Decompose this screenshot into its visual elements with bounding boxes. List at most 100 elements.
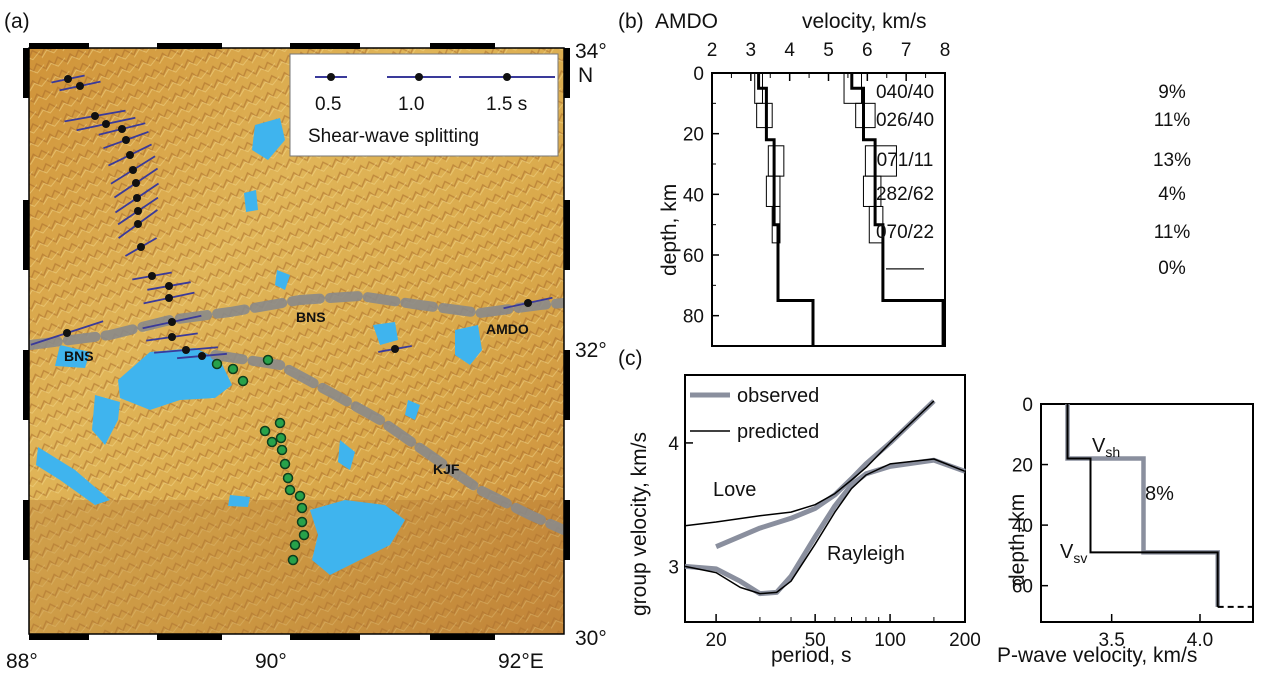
legend-title: Shear-wave splitting: [308, 126, 479, 147]
profile-anisotropy: 8%: [1145, 483, 1174, 505]
dispersion-legend: observed predicted: [690, 385, 819, 443]
splitting-legend: 0.5 1.0 1.5 s Shear-wave splitting: [290, 54, 558, 156]
station-marker: [118, 125, 126, 133]
station-marker: [148, 272, 156, 280]
layer-orientation: 040/40: [876, 82, 934, 103]
x-tick-label: 6: [862, 40, 873, 61]
green-station: [268, 438, 277, 447]
bns-label-left: BNS: [64, 348, 94, 364]
layer-anisotropy: 11%: [1154, 110, 1191, 131]
layer-anisotropy: 9%: [1158, 82, 1186, 103]
green-station: [229, 365, 238, 374]
green-station: [289, 556, 298, 565]
x-tick-label: 8: [940, 40, 951, 61]
station-marker: [168, 318, 176, 326]
y-tick-label: 4: [668, 434, 679, 455]
legend-observed: observed: [737, 385, 819, 407]
profile-ticks: 3.5 4.0 0 20 40 60: [1012, 395, 1213, 651]
layer-range-box: [768, 146, 784, 176]
station-marker: [133, 194, 141, 202]
station-marker: [137, 243, 145, 251]
kjf-label: KJF: [433, 461, 460, 477]
panel-b-label: (b): [618, 10, 644, 33]
layer-anisotropy: 11%: [1154, 222, 1191, 243]
panel-c-dispersion: (c) group velocity, km/s period, s 20 50 1…: [618, 347, 981, 667]
station-marker: [91, 112, 99, 120]
panel-b-layer-labels: 040/40026/40071/11282/62070/22——9%11%13%…: [876, 82, 1191, 279]
green-station: [300, 531, 309, 540]
y-tick-label: 40: [683, 185, 704, 206]
y-tick-label: 3: [668, 557, 679, 578]
station-marker: [182, 346, 190, 354]
panel-c-profile: depth, km P-wave velocity, km/s 3.5 4.0 0 2…: [997, 395, 1253, 667]
y-tick-label: 80: [683, 307, 704, 328]
x-tick-label: 7: [901, 40, 912, 61]
panel-c-label: (c): [618, 347, 643, 370]
station-marker: [102, 120, 110, 128]
velocity-profile-0: [759, 73, 813, 346]
panel-a: (a): [4, 10, 607, 673]
layer-anisotropy: 4%: [1158, 184, 1186, 205]
green-station: [261, 427, 270, 436]
profile-frame: [1041, 404, 1253, 622]
dispersion-ticks: 20 50 100 20034: [668, 434, 980, 651]
green-station: [264, 356, 273, 365]
station-marker: [165, 282, 173, 290]
station-marker: [122, 136, 130, 144]
green-station: [281, 460, 290, 469]
station-marker: [168, 333, 176, 341]
y-tick-label: 20: [1012, 456, 1033, 477]
y-tick-label: 0: [693, 64, 704, 85]
station-marker: [524, 299, 532, 307]
station-marker: [134, 220, 142, 228]
layer-orientation: 071/11: [877, 150, 934, 171]
green-station: [278, 446, 287, 455]
station-marker: [134, 207, 142, 215]
lon-92: 92°E: [498, 650, 544, 673]
y-tick-label: 40: [1012, 516, 1033, 537]
station-marker: [132, 179, 140, 187]
layer-range-box: [856, 103, 875, 127]
layer-orientation: 026/40: [876, 110, 934, 131]
panel-b-ylabel: depth, km: [658, 184, 681, 276]
y-tick-label: 60: [683, 246, 704, 267]
dispersion-ylabel: group velocity, km/s: [628, 432, 651, 616]
station-name: AMDO: [655, 10, 718, 33]
panel-b-xlabel: velocity, km/s: [802, 10, 926, 33]
love-label: Love: [713, 479, 756, 501]
station-marker: [76, 82, 84, 90]
layer-orientation: 282/62: [876, 184, 934, 205]
green-station: [276, 419, 285, 428]
green-station: [284, 474, 293, 483]
vsv-label: Vsv: [1060, 541, 1087, 566]
lat-n: N: [578, 64, 593, 87]
lat-34: 34°: [575, 40, 607, 63]
panel-a-label: (a): [4, 10, 30, 33]
x-tick-label: 5: [823, 40, 834, 61]
layer-orientation: 070/22: [876, 222, 934, 243]
x-tick-label: 3.5: [1098, 630, 1124, 651]
panel-b: (b) AMDO velocity, km/s depth, km 2 3 4 5 6 7…: [618, 10, 1191, 346]
station-marker: [391, 345, 399, 353]
green-station: [296, 492, 305, 501]
legend-item-1.5: 1.5 s: [486, 94, 527, 115]
layer-orientation: ——: [886, 258, 924, 279]
x-tick-label: 4.0: [1187, 630, 1213, 651]
x-tick-label: 2: [707, 40, 718, 61]
amdo-label: AMDO: [486, 321, 529, 337]
lat-32: 32°: [575, 339, 607, 362]
x-tick-label: 3: [746, 40, 757, 61]
x-tick-label: 50: [805, 630, 826, 651]
rayleigh-label: Rayleigh: [827, 543, 905, 565]
station-marker: [198, 352, 206, 360]
profile-ylabel: depth, km: [1006, 494, 1029, 586]
bns-label-mid: BNS: [296, 309, 326, 325]
x-tick-label: 4: [784, 40, 795, 61]
x-tick-label: 100: [874, 630, 906, 651]
lon-90: 90°: [255, 650, 287, 673]
green-station: [239, 377, 248, 386]
vsh-label: Vsh: [1092, 435, 1120, 460]
station-marker: [165, 294, 173, 302]
legend-item-0.5: 0.5: [315, 94, 341, 115]
